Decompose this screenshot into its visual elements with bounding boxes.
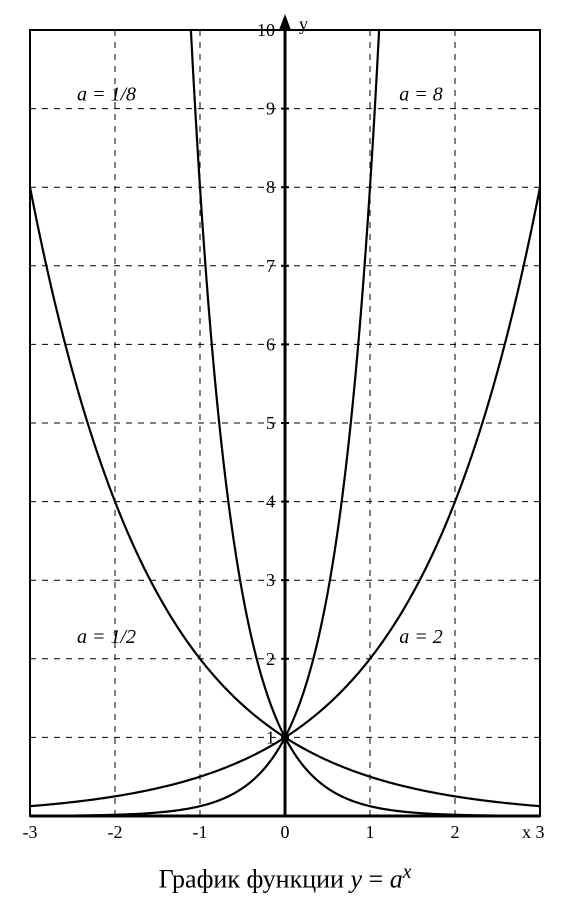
y-tick-label: 4: [266, 492, 275, 512]
x-tick-label: 0: [281, 822, 290, 842]
caption-exp: x: [403, 862, 412, 883]
chart-caption: График функции y = ax: [0, 862, 570, 895]
x-tick-label: -2: [108, 822, 123, 842]
caption-base: a: [390, 865, 403, 894]
curve-label-1: a = 8: [399, 84, 443, 106]
chart-container: -3-2-1012312345678910yxa = 1/8a = 8a = 1…: [0, 0, 570, 916]
y-tick-label: 5: [266, 413, 275, 433]
y-tick-label: 7: [266, 256, 275, 276]
curve-label-0: a = 1/8: [77, 84, 136, 106]
x-axis-label: x: [522, 822, 531, 842]
y-tick-label: 8: [266, 177, 275, 197]
y-tick-label: 6: [266, 334, 275, 354]
curve-label-3: a = 2: [399, 626, 443, 648]
x-tick-label: -1: [193, 822, 208, 842]
caption-lhs: y: [350, 865, 362, 894]
x-tick-label: 3: [536, 822, 545, 842]
x-tick-label: -3: [23, 822, 38, 842]
chart-svg: -3-2-1012312345678910yxa = 1/8a = 8a = 1…: [0, 0, 570, 916]
caption-prefix: График функции: [159, 865, 351, 894]
y-axis-label: y: [299, 14, 308, 34]
curve-label-2: a = 1/2: [77, 626, 136, 648]
caption-eq: =: [362, 865, 390, 894]
x-tick-label: 1: [366, 822, 375, 842]
y-tick-label: 10: [257, 20, 275, 40]
y-tick-label: 2: [266, 649, 275, 669]
y-tick-label: 9: [266, 99, 275, 119]
y-tick-label: 3: [266, 570, 275, 590]
x-tick-label: 2: [451, 822, 460, 842]
